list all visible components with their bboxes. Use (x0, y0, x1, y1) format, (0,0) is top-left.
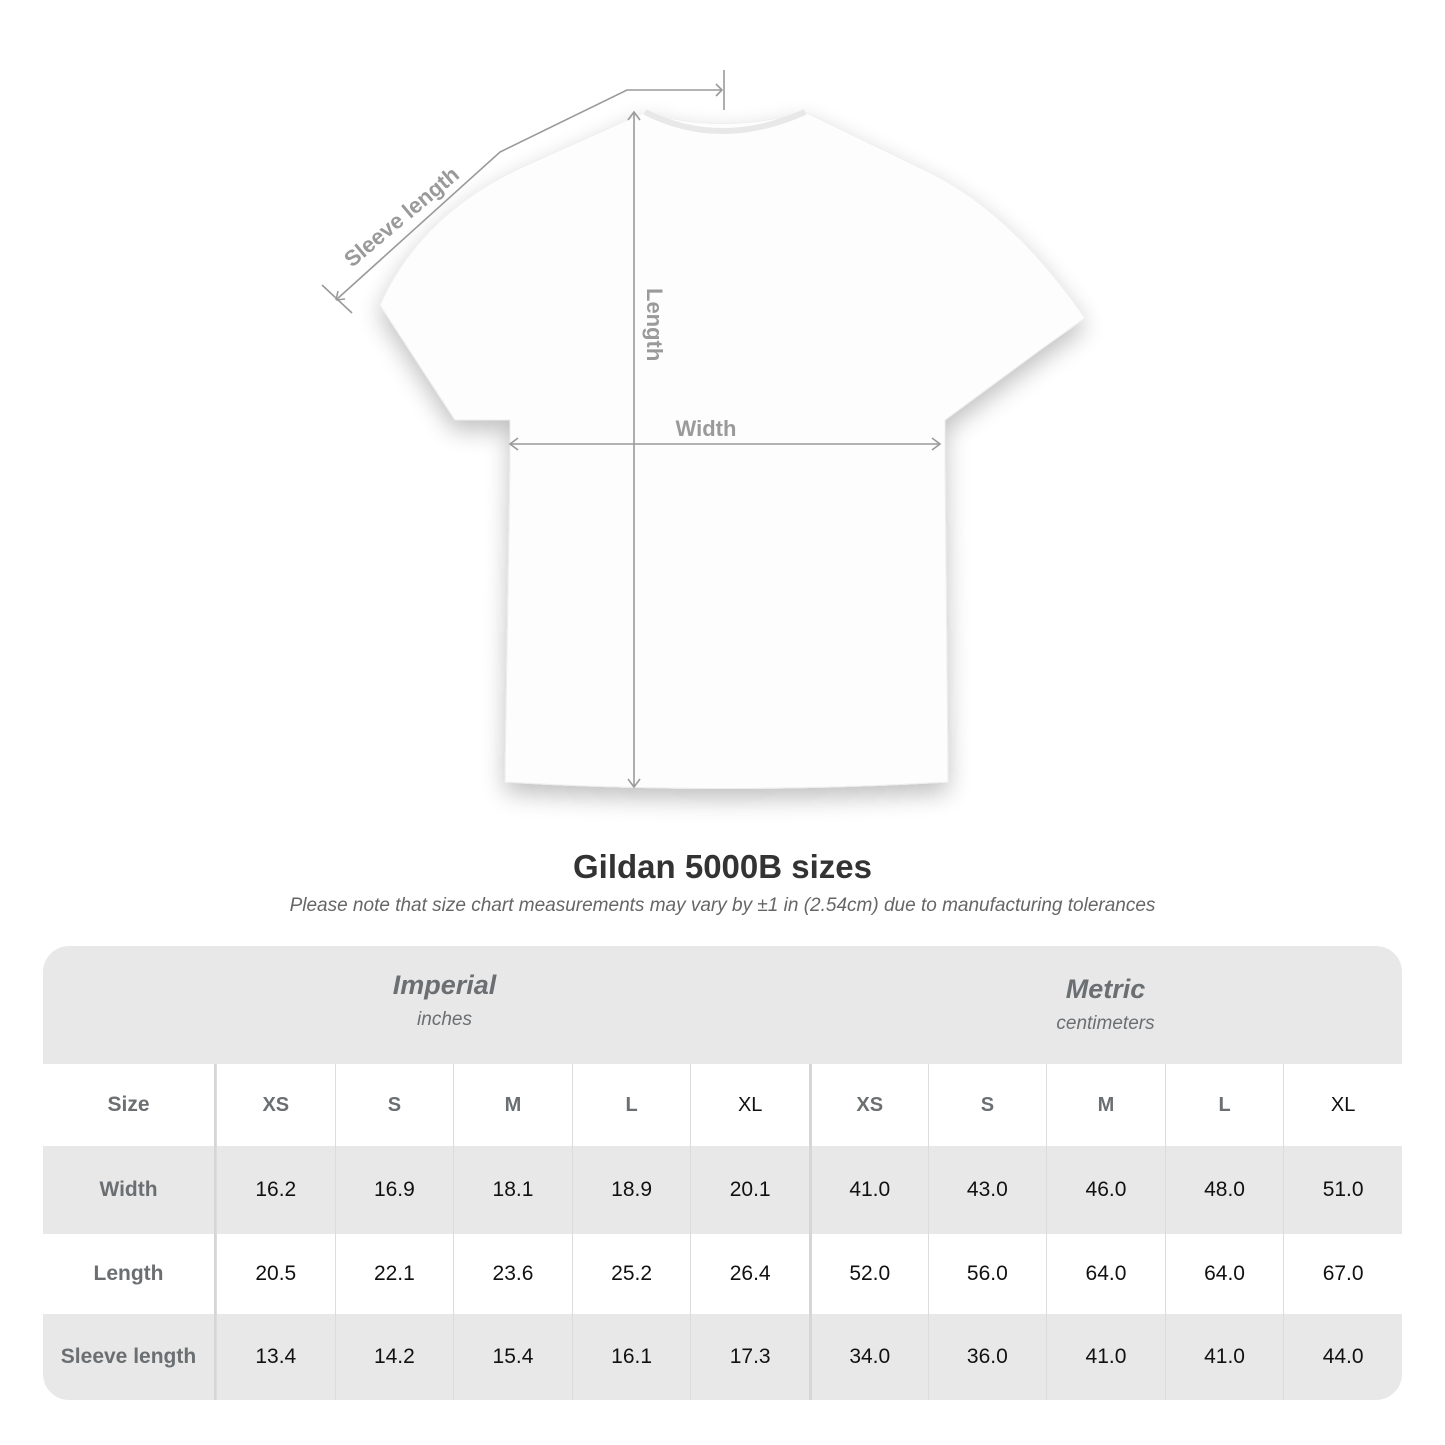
imperial-value-cell: 13.4 (216, 1314, 335, 1400)
table-row: Size XS S M L XL XS S M L XL (43, 1064, 1402, 1146)
metric-value-cell: 48.0 (1164, 1146, 1284, 1234)
collar (643, 109, 807, 134)
metric-size-l: L (1164, 1064, 1284, 1146)
metric-value-cell: 41.0 (808, 1146, 928, 1234)
metric-value-cell: 64.0 (1164, 1234, 1284, 1314)
metric-size-m: M (1046, 1064, 1165, 1146)
imperial-value-cell: 22.1 (334, 1234, 454, 1314)
imperial-value-cell: 20.5 (216, 1234, 335, 1314)
width-label: Width (676, 416, 737, 441)
tshirt-shape (379, 111, 1086, 789)
metric-value-cell: 46.0 (1046, 1146, 1165, 1234)
length-label: Length (642, 288, 667, 361)
row-label: Length (43, 1234, 216, 1314)
table-header-band (43, 946, 1402, 1064)
imperial-size-m: M (453, 1064, 572, 1146)
metric-size-xs: XS (808, 1064, 928, 1146)
metric-value-cell: 56.0 (927, 1234, 1047, 1314)
metric-title: Metric (1065, 974, 1146, 1004)
imperial-value-cell: 23.6 (453, 1234, 572, 1314)
metric-value-cell: 44.0 (1283, 1314, 1402, 1400)
metric-value-cell: 67.0 (1283, 1234, 1402, 1314)
imperial-value-cell: 15.4 (453, 1314, 572, 1400)
metric-value-cell: 41.0 (1046, 1314, 1165, 1400)
metric-header: Metric centimeters (809, 946, 1402, 1064)
imperial-title: Imperial (392, 970, 497, 1000)
tshirt-diagram: Sleeve length Length Width (321, 70, 1086, 789)
imperial-size-l: L (571, 1064, 691, 1146)
imperial-value-cell: 14.2 (334, 1314, 454, 1400)
imperial-value-cell: 18.1 (453, 1146, 572, 1234)
imperial-value-cell: 17.3 (690, 1314, 809, 1400)
imperial-value-cell: 18.9 (571, 1146, 691, 1234)
table-row: Length 20.5 22.1 23.6 25.2 26.4 52.0 56.0 64.0 64… (43, 1234, 1402, 1314)
imperial-value-cell: 26.4 (690, 1234, 809, 1314)
row-label: Width (43, 1146, 216, 1234)
metric-value-cell: 36.0 (927, 1314, 1047, 1400)
sleeve-length-arrow (335, 89, 722, 301)
metric-value-cell: 64.0 (1046, 1234, 1165, 1314)
page-title: Gildan 5000B sizes (573, 848, 872, 885)
metric-value-cell: 51.0 (1283, 1146, 1402, 1234)
imperial-header: Imperial inches (216, 946, 673, 1064)
table-row: Sleeve length 13.4 14.2 15.4 16.1 17.3 34.0 36.… (43, 1314, 1402, 1400)
imperial-size-xl: XL (690, 1064, 809, 1146)
metric-size-xl: XL (1283, 1064, 1402, 1146)
imperial-value-cell: 16.2 (216, 1146, 335, 1234)
size-label: Size (43, 1064, 216, 1146)
table-row: Width 16.2 16.9 18.1 18.9 20.1 41.0 43.0 46.0 48.… (43, 1146, 1402, 1234)
imperial-value-cell: 20.1 (690, 1146, 809, 1234)
metric-unit: centimeters (1056, 1013, 1155, 1034)
imperial-size-xs: XS (216, 1064, 335, 1146)
size-table: Imperial inches Metric centimeters Size X… (43, 946, 1402, 1400)
metric-value-cell: 34.0 (808, 1314, 928, 1400)
imperial-value-cell: 25.2 (571, 1234, 691, 1314)
tolerance-note: Please note that size chart measurements… (289, 895, 1156, 916)
metric-size-s: S (927, 1064, 1047, 1146)
row-label: Sleeve length (43, 1314, 216, 1400)
imperial-unit: inches (417, 1009, 472, 1030)
metric-value-cell: 41.0 (1164, 1314, 1284, 1400)
imperial-value-cell: 16.1 (571, 1314, 691, 1400)
imperial-size-s: S (334, 1064, 454, 1146)
imperial-value-cell: 16.9 (334, 1146, 454, 1234)
metric-value-cell: 52.0 (808, 1234, 928, 1314)
metric-value-cell: 43.0 (927, 1146, 1047, 1234)
